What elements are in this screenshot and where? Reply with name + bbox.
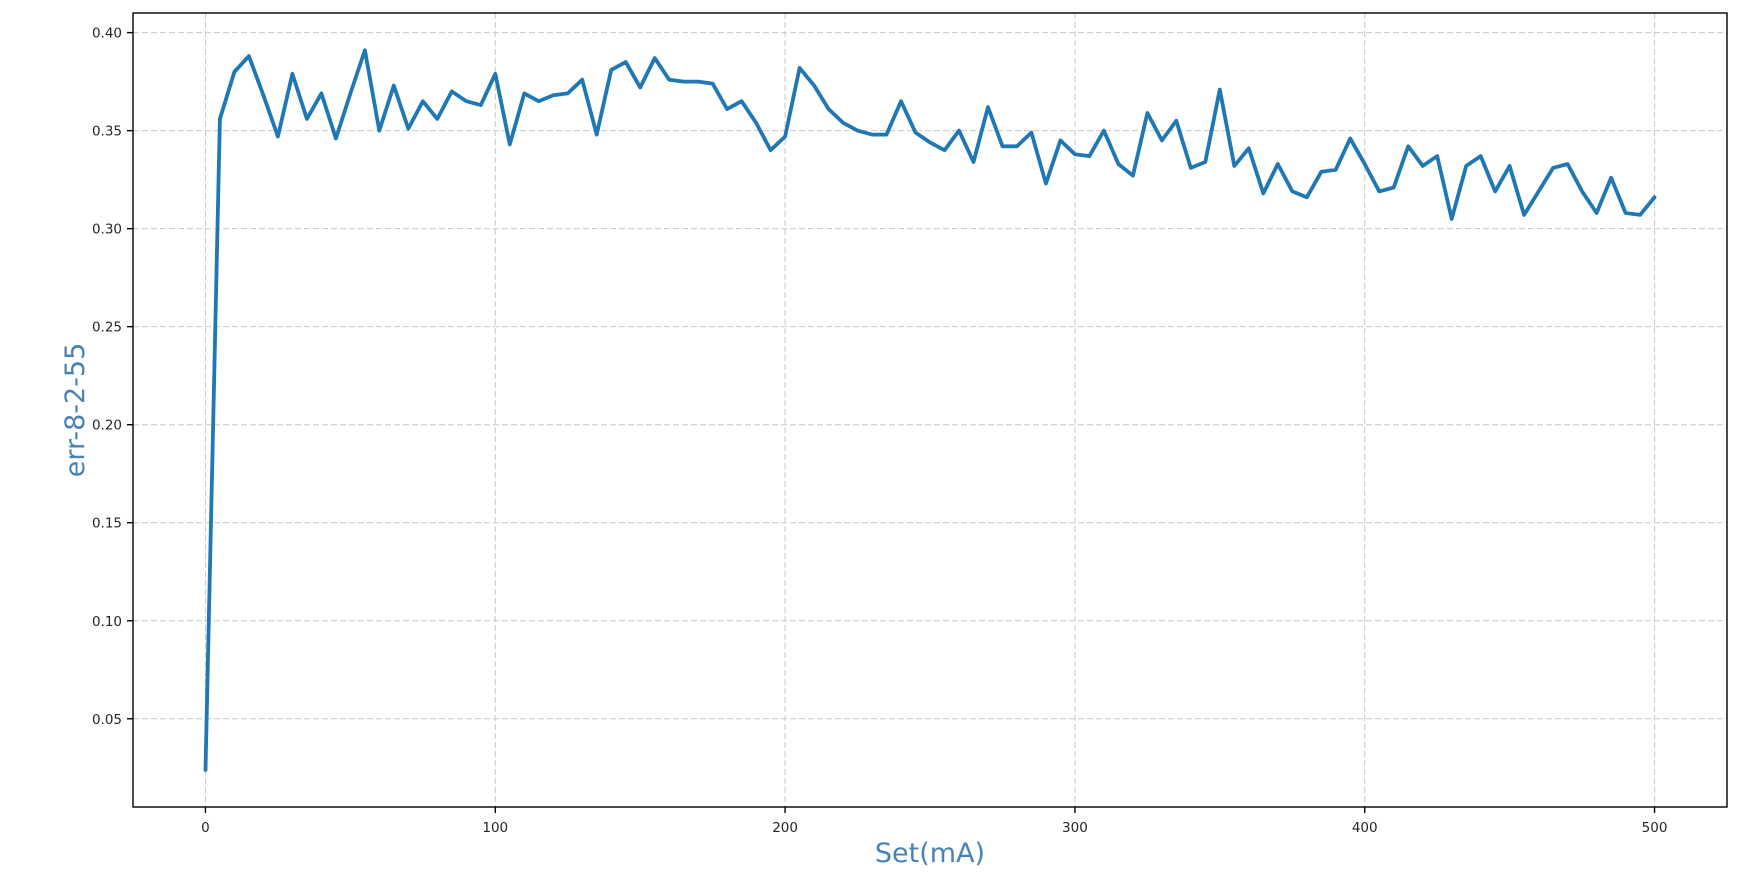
y-tick-label: 0.05: [92, 712, 122, 728]
y-tick-label: 0.15: [92, 516, 122, 532]
x-tick-label: 200: [772, 820, 798, 836]
data-series: [203, 48, 1657, 772]
x-tick-label: 100: [482, 820, 508, 836]
y-tick-label: 0.35: [92, 124, 122, 140]
x-tick-label: 500: [1642, 820, 1668, 836]
x-tick-label: 300: [1062, 820, 1088, 836]
series-line: [203, 48, 1657, 772]
y-tick-label: 0.40: [92, 26, 122, 42]
plot-border: [132, 12, 1728, 808]
x-tick-label: 0: [201, 820, 210, 836]
grid-lines: [133, 13, 1727, 807]
x-axis-label: Set(mA): [875, 838, 985, 869]
y-tick-label: 0.20: [92, 418, 122, 434]
y-tick-label: 0.30: [92, 222, 122, 238]
x-tick-label: 400: [1352, 820, 1378, 836]
y-tick-label: 0.10: [92, 614, 122, 630]
y-tick-label: 0.25: [92, 320, 122, 336]
y-axis-label: err-8-2-55: [60, 343, 91, 478]
axis-ticks: 0 100 200 300 400 500 0.05 0.10 0.15 0.20 0.25 0.30…: [92, 26, 1667, 836]
axes-spines: [132, 12, 1728, 808]
